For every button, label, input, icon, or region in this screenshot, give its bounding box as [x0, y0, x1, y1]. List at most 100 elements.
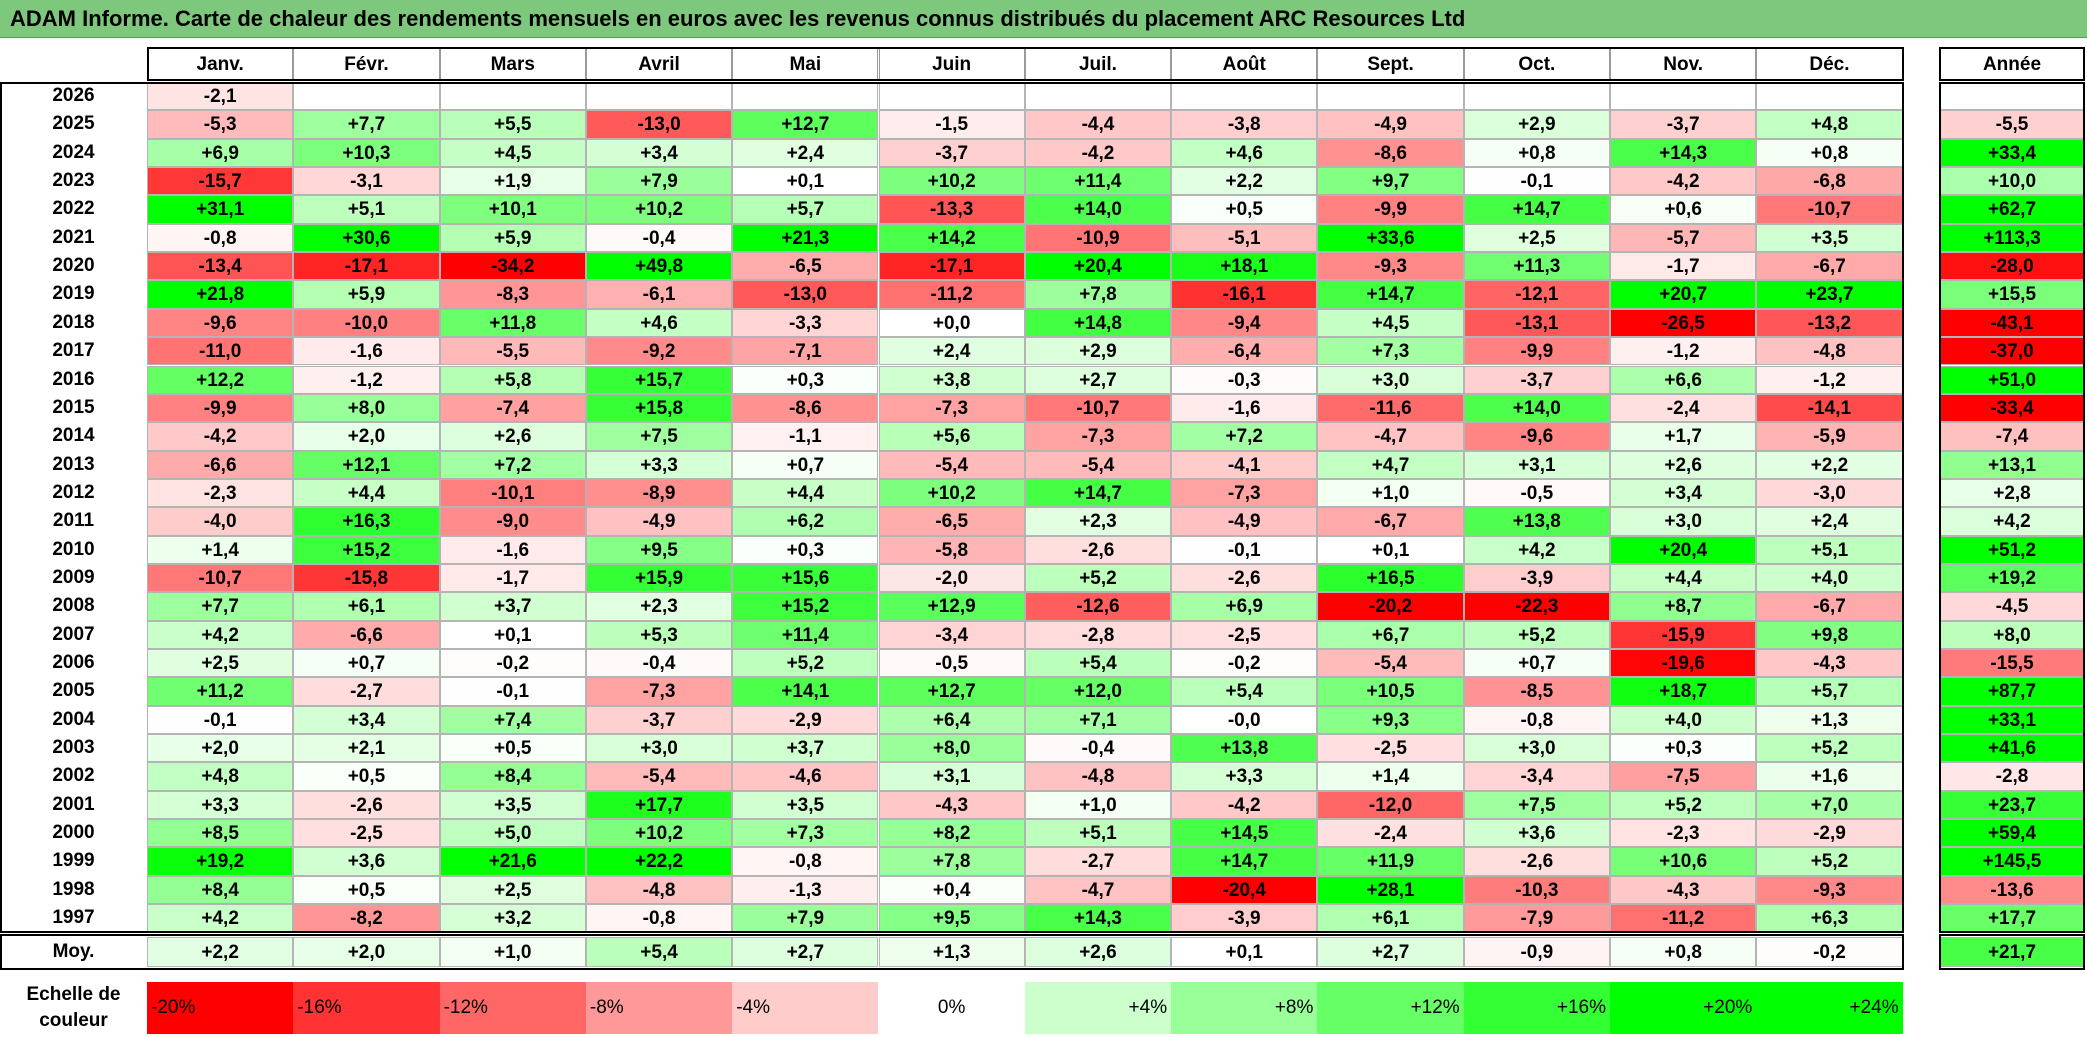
heatmap-cell: +7,2	[439, 450, 586, 479]
heatmap-cell: +7,5	[1463, 790, 1610, 820]
heatmap-cell: +0,7	[1463, 649, 1610, 678]
heatmap-cell: +15,6	[732, 563, 879, 593]
heatmap-cell: -9,9	[1317, 195, 1464, 224]
average-cell: +1,3	[878, 937, 1025, 967]
average-cell: +5,4	[585, 937, 733, 967]
heatmap-cell: +13,8	[1171, 734, 1318, 763]
heatmap-cell: +15,2	[293, 535, 440, 564]
year-label: 2025	[52, 113, 95, 135]
heatmap-cell: +14,7	[1317, 280, 1464, 309]
heatmap-cell: +3,0	[1610, 507, 1757, 536]
heatmap-cell: +8,7	[1610, 592, 1757, 621]
heatmap-cell: +3,4	[585, 138, 733, 168]
heatmap-cell: +2,3	[1024, 507, 1172, 536]
heatmap-cell: +3,0	[585, 734, 733, 763]
heatmap-cell: +1,4	[147, 535, 294, 564]
year-label: 2002	[52, 765, 95, 787]
heatmap-cell: +12,0	[1024, 677, 1172, 706]
heatmap-cell: +2,4	[878, 337, 1025, 366]
average-cell: +2,6	[1024, 937, 1172, 967]
heatmap-cell: +3,5	[1756, 223, 1903, 253]
annual-cell: +59,4	[1939, 819, 2085, 848]
heatmap-cell: -0,1	[1463, 167, 1610, 196]
annual-cell: -4,5	[1939, 592, 2085, 621]
average-cell: +2,7	[732, 937, 879, 967]
heatmap-cell	[732, 82, 879, 111]
heatmap-cell: -34,2	[439, 252, 586, 281]
heatmap-cell: +5,1	[293, 195, 440, 224]
heatmap-cell: -13,3	[878, 195, 1025, 224]
heatmap-cell: +2,4	[1756, 507, 1903, 536]
scale-swatch: -16%	[293, 982, 440, 1034]
heatmap-cell: -9,2	[585, 337, 733, 366]
heatmap-cell: -3,4	[1463, 762, 1610, 791]
heatmap-cell: -6,7	[1756, 252, 1903, 281]
heatmap-cell: -8,5	[1463, 677, 1610, 706]
heatmap-cell: -4,7	[1024, 875, 1172, 905]
annual-cell: +87,7	[1939, 677, 2085, 706]
heatmap-cell: -3,4	[878, 620, 1025, 649]
heatmap-cell: +16,3	[293, 507, 440, 536]
annual-cell: -7,4	[1939, 422, 2085, 451]
heatmap-cell: +7,0	[1756, 790, 1903, 820]
heatmap-cell	[1024, 82, 1172, 111]
heatmap-cell: -9,9	[147, 393, 294, 423]
heatmap-cell: -4,6	[732, 762, 879, 791]
year-label: 2015	[52, 396, 95, 418]
heatmap-cell: +0,0	[878, 308, 1025, 338]
heatmap-cell: +7,7	[293, 110, 440, 139]
heatmap-cell: +7,9	[732, 904, 879, 933]
heatmap-cell: +3,5	[732, 790, 879, 820]
heatmap-cell: -4,2	[1024, 138, 1172, 168]
heatmap-cell: -1,3	[732, 875, 879, 905]
annual-cell: +15,5	[1939, 280, 2085, 309]
scale-swatch: +24%	[1756, 982, 1903, 1034]
scale-swatch: +4%	[1024, 982, 1172, 1034]
annual-cell: -33,4	[1939, 393, 2085, 423]
heatmap-cell: -7,9	[1463, 904, 1610, 933]
heatmap-cell	[1171, 82, 1318, 111]
heatmap-cell: -6,8	[1756, 167, 1903, 196]
heatmap-cell: +5,7	[732, 195, 879, 224]
heatmap-cell: +3,3	[585, 450, 733, 479]
heatmap-cell: -3,7	[878, 138, 1025, 168]
heatmap-cell: -12,0	[1317, 790, 1464, 820]
heatmap-cell: -8,3	[439, 280, 586, 309]
scale-label: Echelle de couleur	[26, 984, 121, 1031]
heatmap-cell: -6,7	[1317, 507, 1464, 536]
heatmap-cell: -4,9	[585, 507, 733, 536]
heatmap-cell: +4,7	[1317, 450, 1464, 479]
heatmap-cell: +7,8	[1024, 280, 1172, 309]
heatmap-cell: +11,8	[439, 308, 586, 338]
heatmap-cell: -4,2	[1171, 790, 1318, 820]
heatmap-cell: -7,4	[439, 393, 586, 423]
heatmap-cell: +3,2	[439, 904, 586, 933]
heatmap-cell: -15,7	[147, 167, 294, 196]
heatmap-cell: -8,6	[732, 393, 879, 423]
heatmap-cell: +2,9	[1024, 337, 1172, 366]
year-label: 1998	[52, 878, 95, 900]
heatmap-cell: +20,4	[1610, 535, 1757, 564]
heatmap-cell: +3,6	[1463, 819, 1610, 848]
heatmap-cell: +17,7	[585, 790, 733, 820]
heatmap-cell: +0,8	[1463, 138, 1610, 168]
heatmap-cell: -10,7	[147, 563, 294, 593]
annual-header: Année	[1939, 47, 2085, 81]
heatmap-cell: +4,5	[1317, 308, 1464, 338]
heatmap-cell: +5,9	[439, 223, 586, 253]
heatmap-cell: +5,2	[1024, 563, 1172, 593]
heatmap-cell: -4,1	[1171, 450, 1318, 479]
heatmap-cell: -11,2	[1610, 904, 1757, 933]
year-label: 2011	[52, 510, 95, 532]
heatmap-cell: +10,2	[585, 195, 733, 224]
heatmap-cell: -13,0	[732, 280, 879, 309]
heatmap-cell: -4,0	[147, 507, 294, 536]
scale-swatch: +12%	[1317, 982, 1464, 1034]
heatmap-cell: +0,5	[293, 762, 440, 791]
year-label: 2023	[52, 170, 95, 192]
heatmap-cell: -11,6	[1317, 393, 1464, 423]
heatmap-cell: -12,6	[1024, 592, 1172, 621]
heatmap-cell: +16,5	[1317, 563, 1464, 593]
heatmap-cell: +49,8	[585, 252, 733, 281]
heatmap-cell: -1,7	[439, 563, 586, 593]
